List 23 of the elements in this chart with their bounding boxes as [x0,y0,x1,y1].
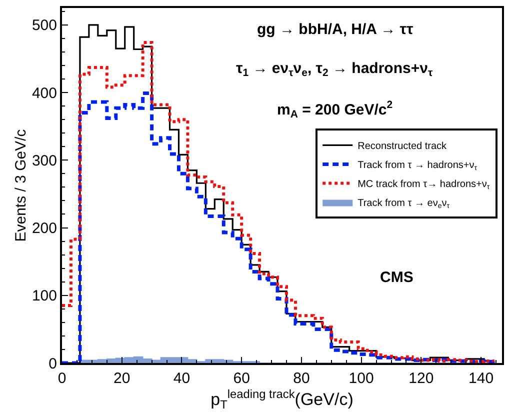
x-axis-title: p$_{T}$$^{leading track}$(GeV/c) [210,387,354,412]
y-tick-label: 200 [32,220,57,238]
x-tick-label: 20 [114,370,130,387]
x-tick-label: 40 [173,370,190,387]
x-tick-label: 140 [468,370,494,387]
annotation: CMS [380,269,414,286]
y-tick-label: 0 [48,355,57,372]
text: τ$_{1}$ → eν$_{τ}$ν$_{e}$, τ$_{2}$ → hadrons+ν$_{τ}$ [236,60,433,80]
y-tick-label: 400 [32,84,57,102]
annotation: m$_{A}$ = 200 GeV/c$^{2}$ [277,99,393,120]
legend-label: Track from τ → eν$_{e}$ν$_{τ}$ [358,198,450,210]
legend-label: MC track from τ→ hadrons+ν$_{τ}$ [358,179,490,192]
x-tick-label: 80 [293,370,310,387]
y-tick-label: 100 [32,288,57,305]
y-tick-label: 300 [32,152,57,170]
legend-label: Reconstructed track [358,141,448,152]
y-tick-label: 500 [32,17,57,34]
x-tick-label: 120 [408,370,434,387]
y-axis-title: Events / 3 GeV/c [12,128,30,242]
x-tick-label: 60 [233,370,250,387]
legend-label: Track from τ → hadrons+ν$_{τ}$ [358,160,478,172]
x-tick-label: 100 [348,370,374,387]
annotation: gg → bbH/A, H/A → ττ [257,21,414,38]
